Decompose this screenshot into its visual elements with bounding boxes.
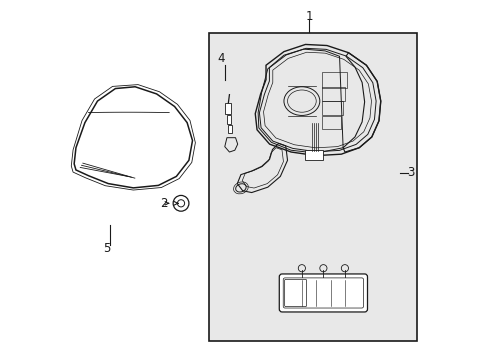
Bar [321,87,344,101]
Text: 2: 2 [160,197,167,210]
Bar [228,125,232,133]
Text: 3: 3 [407,166,414,179]
FancyBboxPatch shape [279,274,367,312]
Text: 4: 4 [217,51,224,64]
Bar [304,150,322,160]
Text: 1: 1 [305,10,312,23]
Bar [208,33,416,341]
Bar [225,103,231,114]
Bar [321,116,341,129]
Bar [321,102,343,115]
Bar [321,72,346,87]
Text: 5: 5 [102,242,110,255]
Bar [226,115,231,124]
